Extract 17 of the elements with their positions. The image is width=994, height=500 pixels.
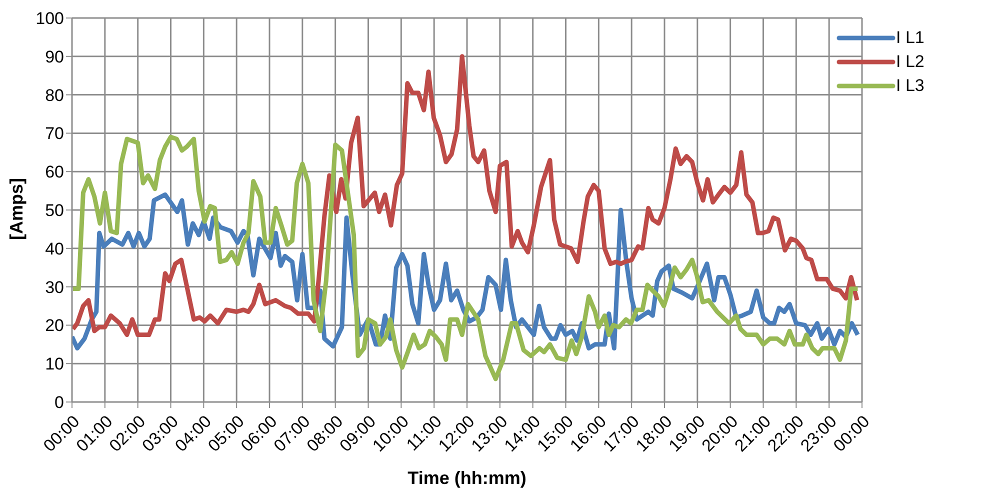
line-series [72, 54, 860, 338]
y-tick-label: 0 [54, 393, 64, 412]
y-tick-label: 100 [36, 9, 64, 28]
y-tick-label: 60 [45, 162, 64, 182]
y-tick-label: 30 [45, 278, 64, 297]
y-tick-label: 10 [45, 354, 64, 374]
y-tick-label: 70 [45, 124, 64, 144]
legend-label: I L1 [896, 28, 924, 48]
y-tick-label: 20 [45, 316, 64, 336]
y-tick-label: 90 [45, 47, 64, 66]
x-axis-title: Time (hh:mm) [408, 468, 526, 488]
y-axis-title: [Amps] [6, 178, 26, 240]
legend-label: I L3 [896, 76, 924, 96]
y-tick-label: 80 [45, 86, 64, 105]
y-tick-label: 40 [45, 239, 64, 258]
y-tick-label: 50 [45, 201, 64, 220]
legend-label: I L2 [896, 52, 924, 72]
